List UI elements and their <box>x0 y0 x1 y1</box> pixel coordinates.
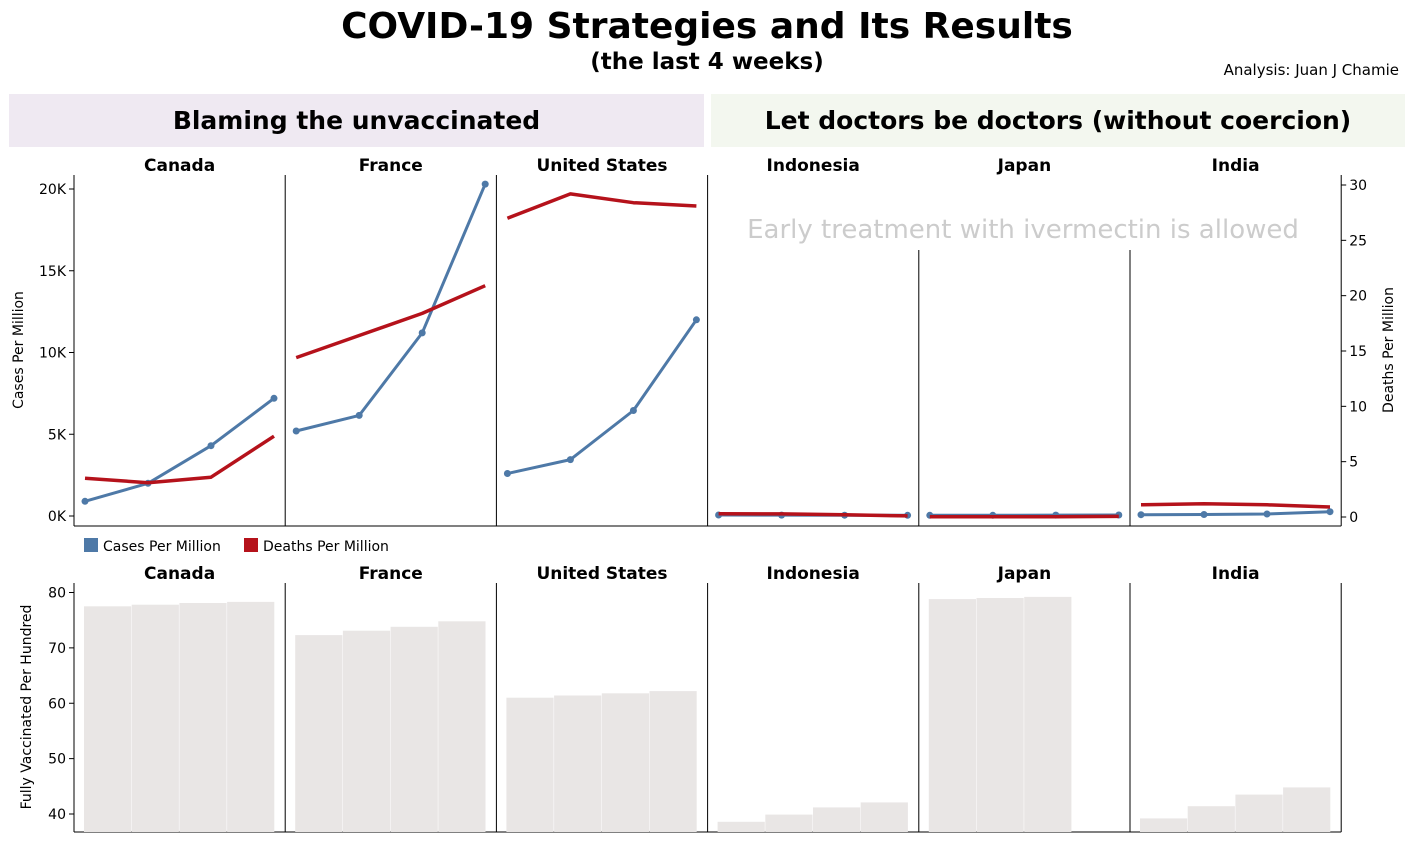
bar-tick-label: 60 <box>48 696 66 712</box>
vaccinated-bar <box>438 621 486 832</box>
deaths-line <box>1140 501 1331 509</box>
right-tick-label: 30 <box>1349 178 1367 194</box>
vaccinated-bar <box>1024 596 1072 832</box>
legend-swatch-cases <box>84 538 98 552</box>
vaccinated-bar <box>227 601 275 832</box>
vaccinated-bar <box>179 603 227 832</box>
legend-label-cases: Cases Per Million <box>103 539 221 555</box>
vaccinated-bar <box>928 599 976 832</box>
cases-line <box>1140 510 1331 517</box>
right-tick-label: 15 <box>1349 344 1367 360</box>
bar-chart: 40 50 60 70 80 Fully Vaccinated Per Hundred Ca… <box>19 564 1342 833</box>
cases-point <box>503 470 511 477</box>
vaccinated-bar <box>717 821 765 832</box>
line-chart: 0K 5K 10K 15K 20K 0 5 10 15 20 25 30 Cases Per Milli… <box>11 156 1397 555</box>
cases-line <box>507 318 698 475</box>
cases-point <box>1137 511 1145 519</box>
vaccinated-bar <box>295 635 343 832</box>
vaccinated-bar <box>649 691 697 832</box>
bar-tick-label: 50 <box>48 752 66 768</box>
analysis-credit: Analysis: Juan J Chamie <box>1223 61 1399 79</box>
vaccinated-bar <box>84 606 132 832</box>
chart-title: COVID-19 Strategies and Its Results <box>341 6 1073 47</box>
vaccinated-bar <box>506 697 554 832</box>
facet-title: France <box>359 156 423 176</box>
bar-axis-title: Fully Vaccinated Per Hundred <box>19 605 35 810</box>
right-tick-label: 5 <box>1349 455 1358 471</box>
cases-point <box>270 394 278 402</box>
bar-facet-title: Canada <box>144 564 215 584</box>
legend: Cases Per Million Deaths Per Million <box>84 538 389 555</box>
vaccinated-bar <box>554 695 602 832</box>
cases-point <box>692 316 700 324</box>
vaccinated-bar <box>390 626 438 832</box>
deaths-line <box>84 434 275 485</box>
bar-facet-title: France <box>359 564 423 584</box>
bar-facet-title: Japan <box>997 564 1052 584</box>
bar-tick-label: 40 <box>48 807 66 823</box>
vaccinated-bar <box>1187 806 1235 832</box>
legend-label-deaths: Deaths Per Million <box>263 539 389 555</box>
ivermectin-annotation: Early treatment with ivermectin is allow… <box>747 215 1299 245</box>
left-tick-label: 5K <box>48 427 67 443</box>
vaccinated-bar <box>601 693 649 832</box>
bar-facet-title: Indonesia <box>767 564 860 584</box>
group-label-blaming: Blaming the unvaccinated <box>172 106 541 135</box>
bar-facet-title: United States <box>536 564 667 584</box>
cases-point <box>629 407 637 414</box>
vaccinated-bar <box>765 814 813 832</box>
deaths-line <box>506 192 697 220</box>
vaccinated-bar <box>131 604 179 832</box>
facet-title: Canada <box>144 156 215 176</box>
left-axis-title: Cases Per Million <box>11 291 27 409</box>
vaccinated-bar <box>1140 818 1188 832</box>
cases-point <box>566 456 574 464</box>
legend-swatch-deaths <box>244 538 258 552</box>
facet-title: United States <box>536 156 667 176</box>
cases-line <box>84 397 275 503</box>
right-tick-label: 20 <box>1349 289 1367 305</box>
vaccinated-bar <box>1283 787 1331 832</box>
cases-point <box>1326 508 1334 516</box>
deaths-line <box>295 284 486 360</box>
chart-subtitle: (the last 4 weeks) <box>590 49 824 75</box>
vaccinated-bar <box>976 598 1024 832</box>
vaccinated-bar <box>1235 794 1283 832</box>
cases-point <box>207 442 215 450</box>
facet-title: India <box>1212 156 1260 176</box>
vaccinated-bar <box>813 807 861 832</box>
left-tick-label: 0K <box>48 509 67 525</box>
right-tick-label: 0 <box>1349 510 1358 526</box>
cases-point <box>1200 511 1208 518</box>
group-banner-blaming: Blaming the unvaccinated <box>9 94 704 147</box>
bar-tick-label: 70 <box>48 641 66 657</box>
cases-point <box>355 411 363 419</box>
left-tick-label: 10K <box>39 346 67 362</box>
vaccinated-bar <box>342 630 391 832</box>
cases-point <box>81 497 89 505</box>
deaths-line <box>718 511 908 518</box>
vaccinated-bar <box>860 802 908 832</box>
group-banner-doctors: Let doctors be doctors (without coercion… <box>711 94 1405 147</box>
group-label-doctors: Let doctors be doctors (without coercion… <box>764 106 1352 135</box>
right-axis-title: Deaths Per Million <box>1381 287 1397 413</box>
cases-point <box>418 329 426 337</box>
cases-point <box>1263 510 1271 518</box>
right-tick-label: 25 <box>1349 233 1367 249</box>
right-tick-label: 10 <box>1349 399 1367 415</box>
cases-line <box>295 183 487 433</box>
bar-facet-title: India <box>1212 564 1260 584</box>
cases-point <box>292 427 300 435</box>
left-tick-label: 15K <box>39 264 67 280</box>
facet-title: Japan <box>997 156 1052 176</box>
bar-tick-label: 80 <box>48 586 66 602</box>
left-tick-label: 20K <box>39 182 67 198</box>
cases-point <box>481 180 489 188</box>
facet-title: Indonesia <box>767 156 860 176</box>
